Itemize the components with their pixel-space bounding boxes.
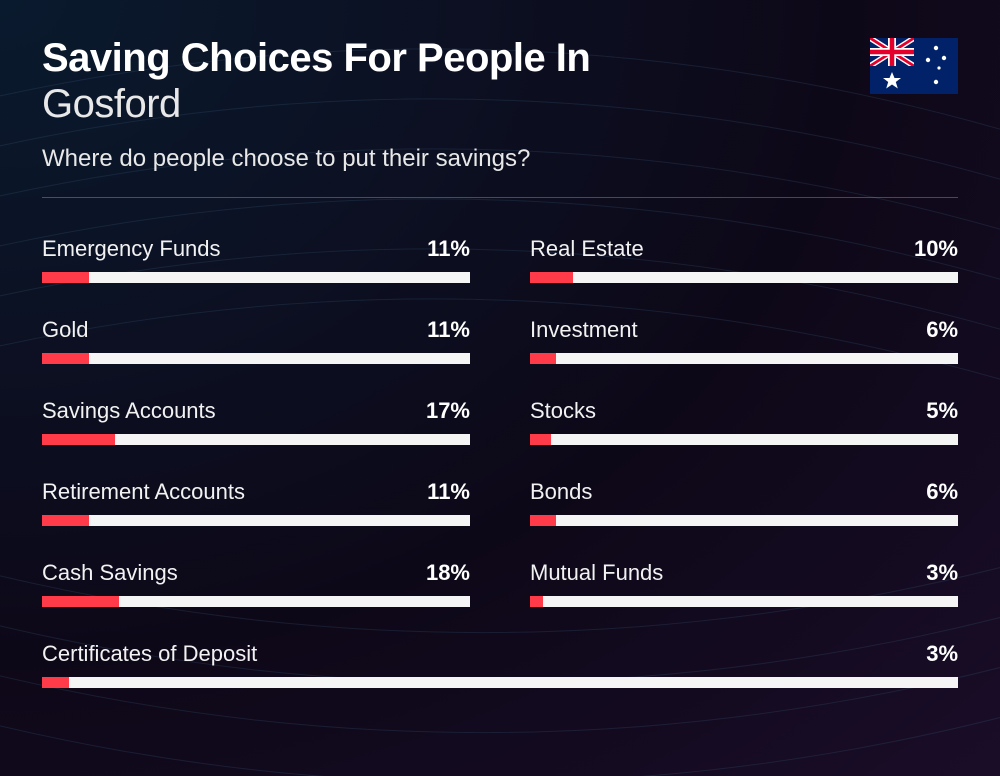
subtitle: Where do people choose to put their savi…: [42, 145, 958, 173]
bar-item: Stocks 5%: [530, 398, 958, 445]
bar-item-label: Emergency Funds: [42, 236, 221, 262]
items-grid: Emergency Funds 11% Real Estate 10% Gold 11% I…: [42, 236, 958, 688]
bar-item-value: 10%: [914, 236, 958, 262]
bar-fill: [530, 353, 556, 364]
bar-item: Bonds 6%: [530, 479, 958, 526]
bar-fill: [530, 596, 543, 607]
title-line-2: Gosford: [42, 82, 958, 127]
bar-item-label: Cash Savings: [42, 560, 178, 586]
bar-item-row: Certificates of Deposit 3%: [42, 641, 958, 667]
bar-item: Savings Accounts 17%: [42, 398, 470, 445]
bar-track: [530, 515, 958, 526]
bar-item: Real Estate 10%: [530, 236, 958, 283]
bar-track: [42, 353, 470, 364]
bar-fill: [42, 353, 89, 364]
title-line-1: Saving Choices For People In: [42, 36, 958, 80]
bar-item: Certificates of Deposit 3%: [42, 641, 958, 688]
bar-fill: [42, 677, 69, 688]
bar-track: [42, 272, 470, 283]
bar-track: [42, 596, 470, 607]
bar-item-row: Real Estate 10%: [530, 236, 958, 262]
bar-item-row: Mutual Funds 3%: [530, 560, 958, 586]
bar-item-label: Gold: [42, 317, 88, 343]
bar-item-label: Certificates of Deposit: [42, 641, 257, 667]
bar-item: Cash Savings 18%: [42, 560, 470, 607]
bar-item-label: Savings Accounts: [42, 398, 216, 424]
divider: [42, 197, 958, 198]
bar-track: [42, 515, 470, 526]
bar-item-row: Investment 6%: [530, 317, 958, 343]
bar-item-label: Mutual Funds: [530, 560, 663, 586]
bar-item: Mutual Funds 3%: [530, 560, 958, 607]
bar-item-value: 11%: [427, 317, 470, 343]
bar-fill: [530, 515, 556, 526]
bar-track: [42, 434, 470, 445]
bar-item-value: 5%: [926, 398, 958, 424]
bar-item-label: Retirement Accounts: [42, 479, 245, 505]
bar-item-value: 11%: [427, 479, 470, 505]
bar-item-value: 3%: [926, 641, 958, 667]
bar-fill: [530, 434, 551, 445]
bar-fill: [42, 515, 89, 526]
bar-item: Gold 11%: [42, 317, 470, 364]
bar-item-row: Savings Accounts 17%: [42, 398, 470, 424]
bar-fill: [530, 272, 573, 283]
bar-item-value: 6%: [926, 479, 958, 505]
bar-item-row: Stocks 5%: [530, 398, 958, 424]
bar-item-row: Retirement Accounts 11%: [42, 479, 470, 505]
bar-track: [530, 272, 958, 283]
bar-item-value: 11%: [427, 236, 470, 262]
bar-track: [530, 353, 958, 364]
bar-track: [42, 677, 958, 688]
bar-item-value: 17%: [426, 398, 470, 424]
bar-item-label: Investment: [530, 317, 638, 343]
bar-fill: [42, 272, 89, 283]
bar-item-value: 3%: [926, 560, 958, 586]
bar-item-label: Stocks: [530, 398, 596, 424]
bar-item: Investment 6%: [530, 317, 958, 364]
australia-flag-icon: [870, 38, 958, 94]
bar-item-row: Cash Savings 18%: [42, 560, 470, 586]
bar-item-row: Bonds 6%: [530, 479, 958, 505]
bar-item: Emergency Funds 11%: [42, 236, 470, 283]
bar-item-row: Emergency Funds 11%: [42, 236, 470, 262]
bar-fill: [42, 434, 115, 445]
bar-item-value: 6%: [926, 317, 958, 343]
bar-track: [530, 596, 958, 607]
bar-item-label: Real Estate: [530, 236, 644, 262]
bar-item: Retirement Accounts 11%: [42, 479, 470, 526]
bar-fill: [42, 596, 119, 607]
bar-track: [530, 434, 958, 445]
bar-item-row: Gold 11%: [42, 317, 470, 343]
bar-item-label: Bonds: [530, 479, 592, 505]
header: Saving Choices For People In Gosford Whe…: [42, 36, 958, 173]
bar-item-value: 18%: [426, 560, 470, 586]
